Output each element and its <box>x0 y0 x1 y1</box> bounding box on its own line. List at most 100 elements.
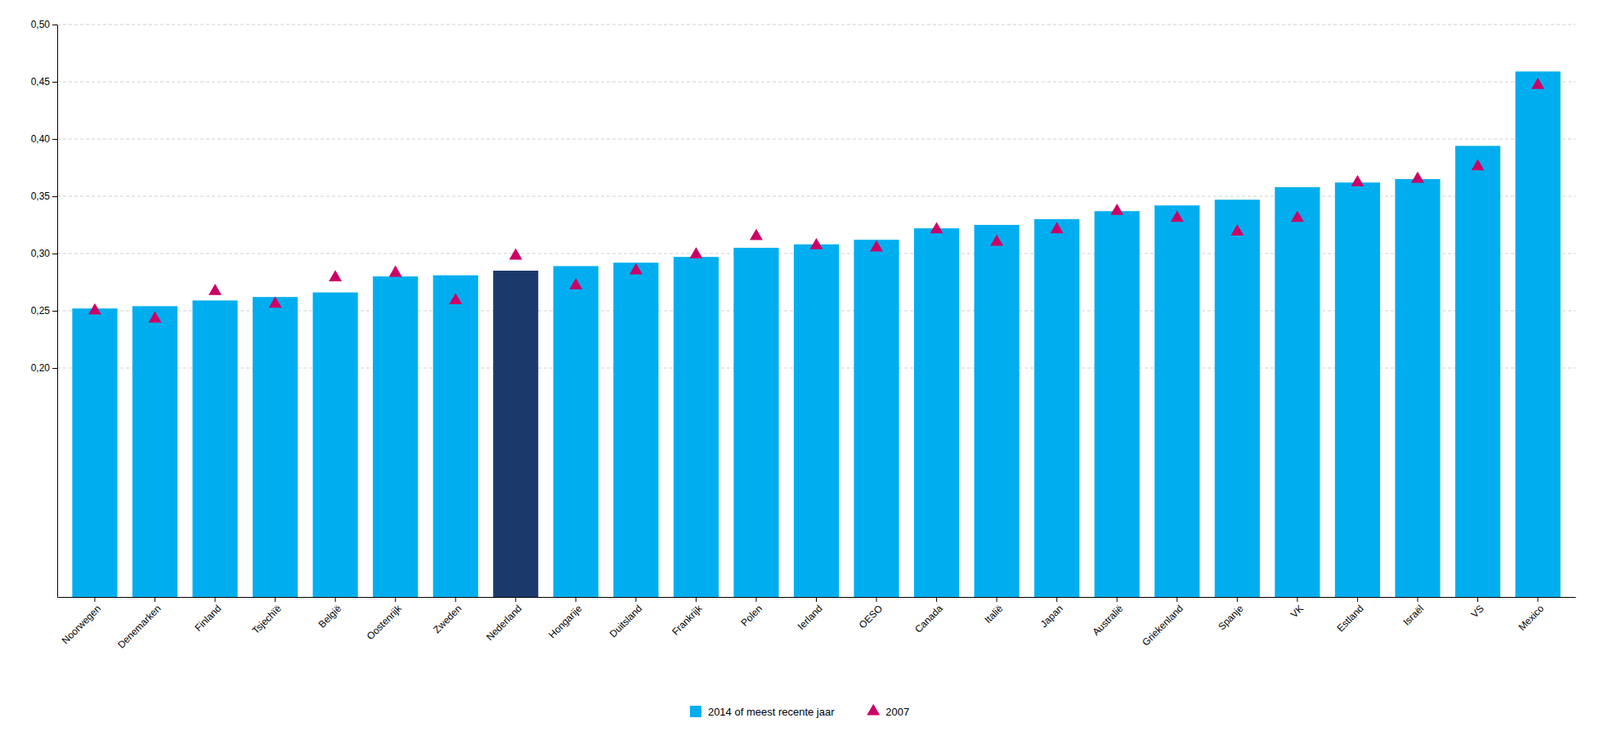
x-tick: Griekenland <box>1139 596 1186 649</box>
bar <box>613 262 659 597</box>
bar <box>733 247 779 597</box>
x-tick: Canada <box>912 596 946 636</box>
bar <box>1274 187 1320 597</box>
chart: 0,20 0,25 0,30 0,35 0,40 0,45 0,50 NoorwegenDen… <box>0 0 1600 736</box>
x-tick-mark <box>215 596 216 602</box>
y-tick: 0,45 <box>31 76 58 88</box>
marker <box>268 295 283 308</box>
bar <box>1214 199 1260 597</box>
grid-line <box>57 24 1576 26</box>
x-tick-mark <box>755 596 757 602</box>
y-tick-mark <box>52 24 58 26</box>
marker <box>448 292 462 305</box>
x-tick-mark <box>274 596 276 602</box>
x-tick: OESO <box>856 596 885 631</box>
marker <box>930 221 944 234</box>
bar <box>71 308 117 597</box>
x-tick-label: Hongarije <box>546 602 584 641</box>
x-tick-label: Denemarken <box>115 602 163 650</box>
series-0 <box>71 71 1560 597</box>
y-tick-label: 0,25 <box>31 304 51 317</box>
x-tick: VS <box>1468 596 1486 620</box>
bar <box>1094 210 1140 597</box>
x-tick-mark <box>1176 596 1178 602</box>
x-tick-mark <box>515 596 516 602</box>
x-tick-label: Estland <box>1334 602 1366 634</box>
x-tick-label: Noorwegen <box>59 602 104 646</box>
x-tick-label: VS <box>1468 602 1486 620</box>
bar <box>553 265 599 597</box>
x-tick-label: Finland <box>192 602 225 634</box>
grid-line <box>57 138 1576 140</box>
y-tick: 0,25 <box>31 304 58 317</box>
x-tick: Polen <box>739 596 766 629</box>
marker <box>1471 158 1485 171</box>
x-tick: Tsjechïë <box>250 596 284 637</box>
x-tick-label: Griekenland <box>1139 602 1186 649</box>
y-tick: 0,30 <box>31 247 58 260</box>
x-tick-label: Spanje <box>1215 602 1246 633</box>
x-tick: Italië <box>981 596 1005 626</box>
y-tick-mark <box>52 367 58 369</box>
legend-label: 2007 <box>885 705 910 718</box>
x-tick-mark <box>154 596 156 602</box>
grid-line <box>57 81 1576 83</box>
x-tick: Spanje <box>1215 596 1246 632</box>
x-tick: Denemarken <box>115 596 163 651</box>
x-tick: België <box>316 596 345 631</box>
x-tick-label: Zweden <box>430 602 464 636</box>
x-tick: Japan <box>1038 596 1066 630</box>
y-tick-mark <box>52 81 58 83</box>
x-tick-label: Mexico <box>1515 602 1547 633</box>
x-tick-label: OESO <box>856 602 885 631</box>
x-tick-mark <box>936 596 937 602</box>
marker <box>208 283 222 296</box>
x-tick-label: Canada <box>912 602 946 636</box>
bar <box>492 270 538 597</box>
x-tick: Israël <box>1400 596 1426 628</box>
bar <box>1514 71 1560 597</box>
y-tick-mark <box>52 196 58 198</box>
x-tick: Oostenrijk <box>364 596 405 642</box>
x-tick: Frankrijk <box>669 596 705 638</box>
bar <box>433 275 479 597</box>
y-axis-line <box>57 25 59 598</box>
bar <box>793 244 839 597</box>
marker <box>88 303 102 315</box>
y-tick: 0,50 <box>31 18 58 31</box>
y-tick: 0,35 <box>31 190 58 202</box>
marker <box>1290 210 1305 222</box>
bar <box>853 239 899 597</box>
bar <box>1034 219 1080 597</box>
marker <box>810 237 824 250</box>
x-tick-label: VK <box>1288 602 1306 620</box>
x-tick-mark <box>394 596 396 602</box>
x-tick: Mexico <box>1515 596 1547 633</box>
x-tick-label: Australië <box>1089 602 1125 638</box>
y-tick-label: 0,40 <box>31 133 51 145</box>
x-tick: Duitsland <box>607 596 645 640</box>
x-tick-label: Duitsland <box>607 602 645 640</box>
y-tick-mark <box>52 310 58 312</box>
marker <box>1110 203 1124 216</box>
marker <box>689 246 703 259</box>
x-tick-mark <box>996 596 998 602</box>
x-tick-label: België <box>316 602 345 631</box>
x-tick: Nederland <box>484 596 525 643</box>
plot-area <box>71 71 1560 597</box>
bar <box>1394 179 1440 597</box>
x-tick-mark <box>575 596 577 602</box>
marker <box>1050 221 1064 234</box>
y-tick: 0,20 <box>31 362 58 374</box>
x-tick: Noorwegen <box>59 596 104 646</box>
x-tick-mark <box>1416 596 1418 602</box>
bar <box>1455 145 1501 597</box>
y-tick-mark <box>52 138 58 140</box>
marker <box>1531 77 1545 90</box>
x-tick-label: Frankrijk <box>669 601 705 637</box>
x-tick-mark <box>1116 596 1118 602</box>
x-tick-label: Ierland <box>795 602 825 632</box>
x-tick: Ierland <box>795 596 825 632</box>
marker <box>990 234 1004 247</box>
x-tick-label: Oostenrijk <box>364 601 405 642</box>
